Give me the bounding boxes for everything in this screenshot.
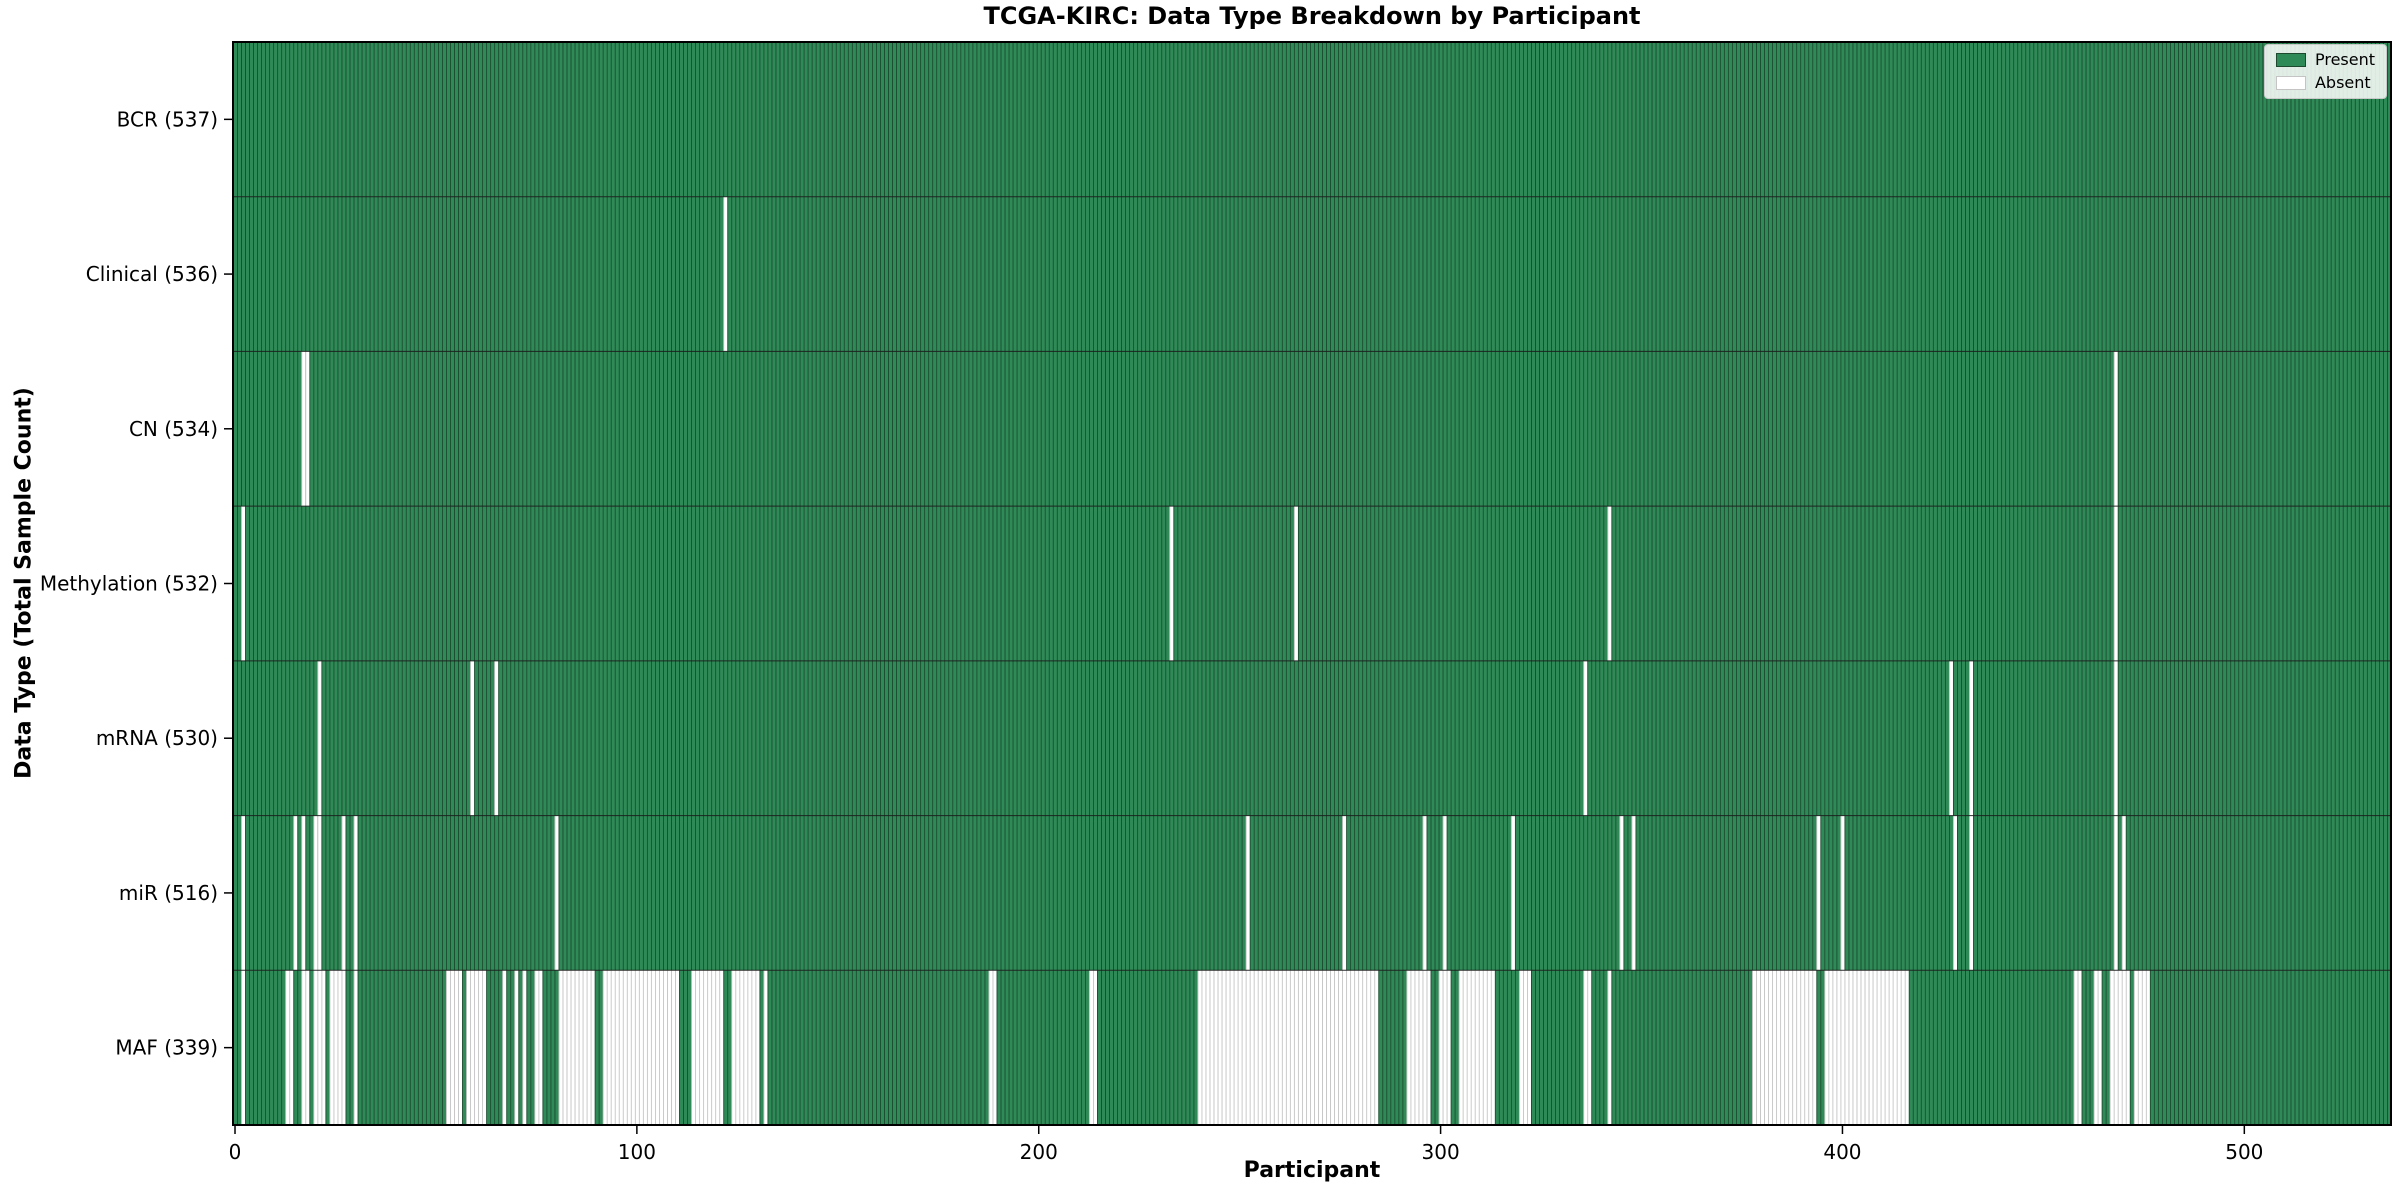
legend-label-absent: Absent [2314,73,2371,92]
legend: Present Absent [2263,44,2387,99]
absent-gap [731,970,760,1125]
absent-gap [293,815,298,971]
absent-gap [1342,815,1347,971]
row-bcr-present-band [233,42,2391,197]
absent-gap [1458,970,1495,1125]
absent-gap [1583,660,1588,816]
absent-gap [285,970,294,1125]
absent-gap [1510,815,1515,971]
absent-gap [470,660,475,816]
absent-gap [1406,970,1431,1125]
absent-gap [2113,506,2118,661]
row-mir-present-band [233,815,2391,971]
chart-title: TCGA-KIRC: Data Type Breakdown by Partic… [983,2,1641,30]
absent-gap [2113,351,2118,507]
absent-gap [353,815,358,971]
absent-gap [1824,970,1909,1125]
absent-gap [1442,815,1447,971]
absent-gap [2121,815,2126,971]
absent-gap [1952,815,1957,971]
absent-gap [445,970,463,1125]
absent-gap [534,970,543,1125]
legend-label-present: Present [2314,50,2375,69]
row-mrna-present-band [233,660,2391,816]
absent-gap [494,660,499,816]
absent-gap [1088,970,1098,1125]
absent-gap [1197,970,1379,1125]
legend-item-absent: Absent [2275,73,2375,92]
absent-gap [602,970,680,1125]
x-tick-label: 400 [1823,1140,1861,1164]
absent-gap [1583,970,1592,1125]
absent-gap [988,970,997,1125]
absent-gap [241,506,246,661]
absent-gap [313,815,318,971]
absent-gap [558,970,595,1125]
absent-gap [301,815,306,971]
legend-swatch-absent [2275,76,2306,90]
absent-gap [1169,506,1174,661]
legend-item-present: Present [2275,50,2375,69]
absent-gap [341,815,346,971]
absent-gap [554,815,559,971]
absent-gap [1816,815,1821,971]
y-tick-label: Clinical (536) [86,262,218,286]
absent-gap [1631,815,1636,971]
absent-gap [317,660,322,816]
absent-gap [691,970,724,1125]
absent-gap [466,970,487,1125]
absent-gap [1607,506,1612,661]
absent-gap [305,351,310,507]
absent-gap [2093,970,2102,1125]
absent-gap [1422,815,1427,971]
absent-gap [301,970,310,1125]
absent-gap [2113,660,2118,816]
legend-swatch-present [2275,53,2306,67]
absent-gap [723,196,728,352]
y-tick-label: miR (516) [119,881,218,905]
x-axis-label: Participant [1243,1158,1381,1183]
x-tick-label: 200 [1020,1140,1058,1164]
y-tick-label: Methylation (532) [40,572,218,596]
absent-gap [241,970,246,1125]
absent-gap [1840,815,1845,971]
absent-gap [502,970,507,1125]
absent-gap [301,351,306,507]
x-tick-label: 300 [1422,1140,1460,1164]
absent-gap [1969,815,1974,971]
absent-gap [514,970,519,1125]
absent-gap [241,815,246,971]
absent-gap [329,970,346,1125]
absent-gap [763,970,768,1125]
absent-gap [1948,660,1953,816]
y-tick-label: MAF (339) [115,1036,218,1060]
absent-gap [1438,970,1451,1125]
x-tick-label: 100 [618,1140,656,1164]
absent-gap [1245,815,1250,971]
absent-gap [1607,970,1612,1125]
absent-gap [1619,815,1624,971]
absent-gap [2113,815,2118,971]
absent-gap [353,970,358,1125]
absent-gap [1969,660,1974,816]
absent-gap [2073,970,2082,1125]
y-tick-label: mRNA (530) [96,726,218,750]
x-tick-label: 500 [2225,1140,2263,1164]
absent-gap [1752,970,1817,1125]
x-tick-label: 0 [229,1140,242,1164]
row-clinical-present-band [233,196,2391,352]
row-methylation-present-band [233,506,2391,661]
y-tick-label: CN (534) [129,417,218,441]
absent-gap [522,970,527,1125]
absent-gap [317,815,322,971]
absent-gap [1518,970,1532,1125]
absent-gap [313,970,326,1125]
row-cn-present-band [233,351,2391,507]
absent-gap [1293,506,1298,661]
absent-gap [2109,970,2130,1125]
absent-gap [2133,970,2150,1125]
y-tick-label: BCR (537) [117,107,218,131]
